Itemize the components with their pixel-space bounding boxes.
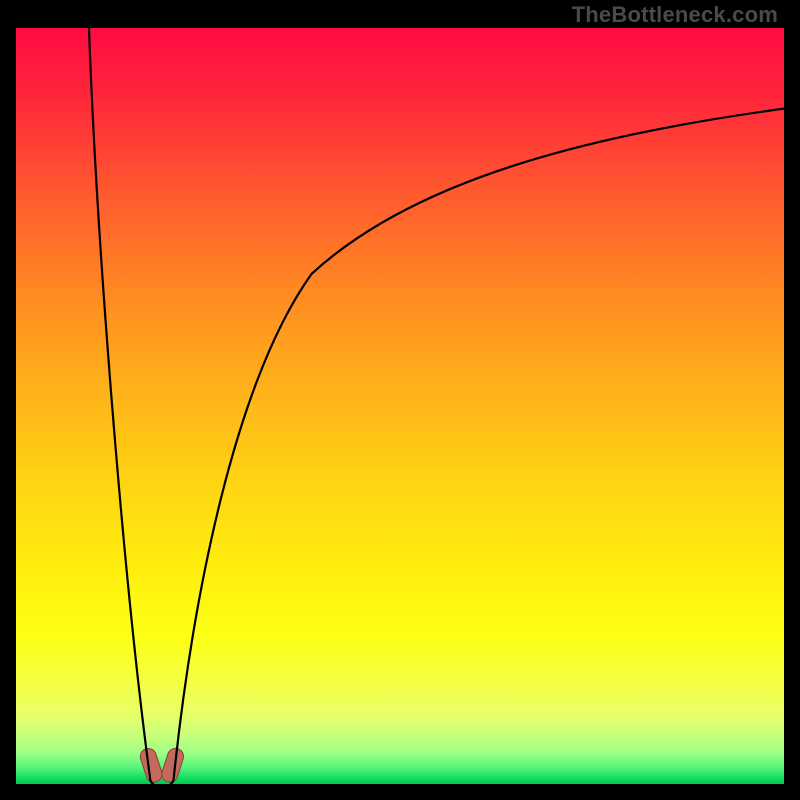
valley-markers <box>138 746 185 784</box>
frame-border-top <box>0 0 800 28</box>
bottleneck-curve-path <box>89 28 784 784</box>
frame-border-bottom <box>0 784 800 800</box>
bottleneck-curve-svg <box>16 28 784 784</box>
plot-area <box>16 28 784 784</box>
frame-border-right <box>784 0 800 800</box>
frame-border-left <box>0 0 16 800</box>
chart-frame: TheBottleneck.com <box>0 0 800 800</box>
